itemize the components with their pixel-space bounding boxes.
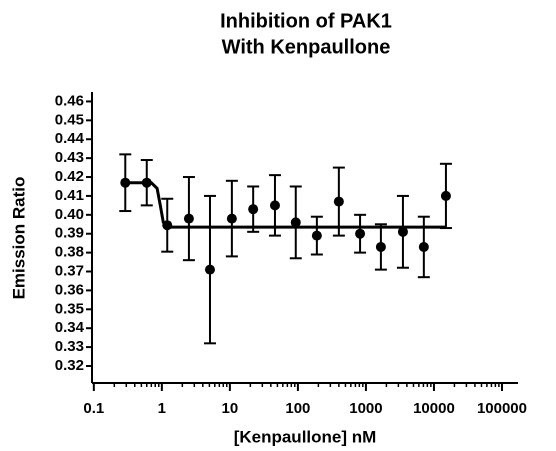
y-tick-label: 0.41 <box>55 187 84 204</box>
y-tick-label: 0.36 <box>55 281 84 298</box>
data-point <box>248 204 259 215</box>
y-tick-label: 0.35 <box>55 300 84 317</box>
x-tick-label: 100 <box>285 400 310 417</box>
y-tick-label: 0.43 <box>55 149 84 166</box>
x-tick-label: 1000 <box>349 400 382 417</box>
data-point <box>418 241 429 252</box>
data-point <box>120 177 131 188</box>
y-tick-label: 0.32 <box>55 357 84 374</box>
y-tick-label: 0.46 <box>55 92 84 109</box>
data-point <box>226 213 237 224</box>
y-tick-label: 0.39 <box>55 225 84 242</box>
chart-title: Inhibition of PAK1 <box>220 10 392 32</box>
y-tick-label: 0.33 <box>55 338 84 355</box>
data-point <box>290 217 301 228</box>
chart-title: With Kenpaullone <box>222 36 391 58</box>
data-point <box>162 220 173 231</box>
data-point <box>355 228 366 239</box>
data-point <box>204 264 215 275</box>
x-tick-label: 10000 <box>413 400 455 417</box>
fit-curve <box>125 181 446 229</box>
data-point <box>397 226 408 237</box>
y-tick-label: 0.40 <box>55 206 84 223</box>
y-axis-label: Emission Ratio <box>9 177 28 300</box>
data-point <box>333 196 344 207</box>
data-point <box>183 213 194 224</box>
y-tick-label: 0.42 <box>55 168 84 185</box>
x-tick-label: 10 <box>222 400 239 417</box>
y-tick-label: 0.44 <box>55 130 85 147</box>
data-point <box>440 190 451 201</box>
y-tick-label: 0.37 <box>55 262 84 279</box>
x-tick-label: 1 <box>158 400 166 417</box>
x-tick-label: 100000 <box>477 400 527 417</box>
x-tick-label: 0.1 <box>83 400 104 417</box>
data-point <box>375 241 386 252</box>
x-axis-label: [Kenpaullone] nM <box>234 427 377 446</box>
data-point <box>311 230 322 241</box>
y-tick-label: 0.38 <box>55 244 84 261</box>
y-tick-label: 0.34 <box>55 319 85 336</box>
data-point <box>269 200 280 211</box>
data-point <box>141 177 152 188</box>
y-tick-label: 0.45 <box>55 111 84 128</box>
